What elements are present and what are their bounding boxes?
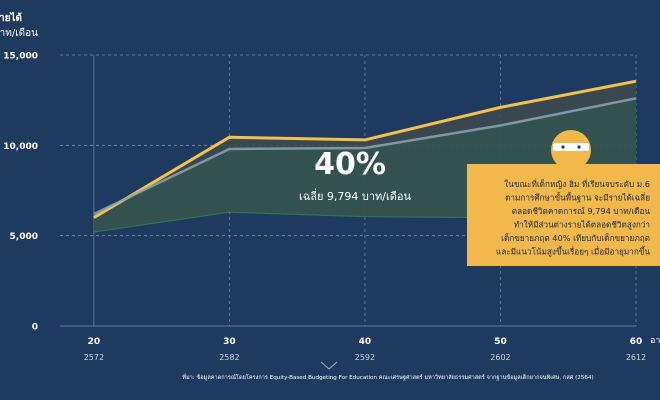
callout-line: ทำให้มีส่วนต่างรายได้ตลอดชีวิตสูงกว่า <box>514 220 650 231</box>
x-year-label: 2572 <box>84 353 104 362</box>
x-tick-label: 40 <box>359 337 372 347</box>
callout-line: ตามการศึกษาขั้นพื้นฐาน จะมีรายได้เฉลี่ย <box>505 192 650 203</box>
y-tick-label: 5,000 <box>10 232 38 242</box>
x-year-label: 2602 <box>490 353 510 362</box>
x-year-label: 2582 <box>219 353 239 362</box>
x-tick-label: 30 <box>223 337 236 347</box>
callout-line: และมีแนวโน้มสูงขึ้นเรื่อยๆ เมื่อมีอายุมา… <box>496 246 650 258</box>
y-axis-unit: บาท/เดือน <box>0 27 38 39</box>
x-tick-label: 60 <box>630 337 643 347</box>
callout-line: เด็กขยายภฤต 40% เทียบกับเด็กขยายภฤต <box>501 233 650 243</box>
callout-line: ในขณะที่เด็กหญิง ฮิม ที่เรียนจบระดับ ม.6 <box>504 178 650 189</box>
x-tick-label: 50 <box>494 337 507 347</box>
x-year-label: 2612 <box>626 353 646 362</box>
face-icon <box>551 130 591 170</box>
face-icon-band <box>553 143 589 151</box>
chevron-down-icon <box>320 361 338 370</box>
y-tick-label: 10,000 <box>3 142 38 152</box>
annotation-average: เฉลี่ย 9,794 บาท/เดือน <box>299 188 412 203</box>
y-axis-label: รายได้ <box>0 11 22 24</box>
x-tick-label: 20 <box>88 337 101 347</box>
annotation-percent: 40% <box>314 147 386 182</box>
callout-line: ตลอดชีวิตคาดการณ์ 9,794 บาท/เดือน <box>512 206 651 216</box>
face-icon-eye-left <box>561 145 565 149</box>
face-icon-eye-right <box>577 145 581 149</box>
y-tick-label: 0 <box>32 323 38 333</box>
y-tick-label: 15,000 <box>3 52 38 62</box>
callout-background <box>467 164 660 266</box>
source-note: ที่มา: ข้อมูลคาดการณ์โดยโครงการ Equity-B… <box>182 373 594 381</box>
x-axis-label-partial: อา <box>650 336 660 346</box>
callout-box: ในขณะที่เด็กหญิง ฮิม ที่เรียนจบระดับ ม.6… <box>467 130 660 266</box>
x-year-label: 2592 <box>355 353 375 362</box>
